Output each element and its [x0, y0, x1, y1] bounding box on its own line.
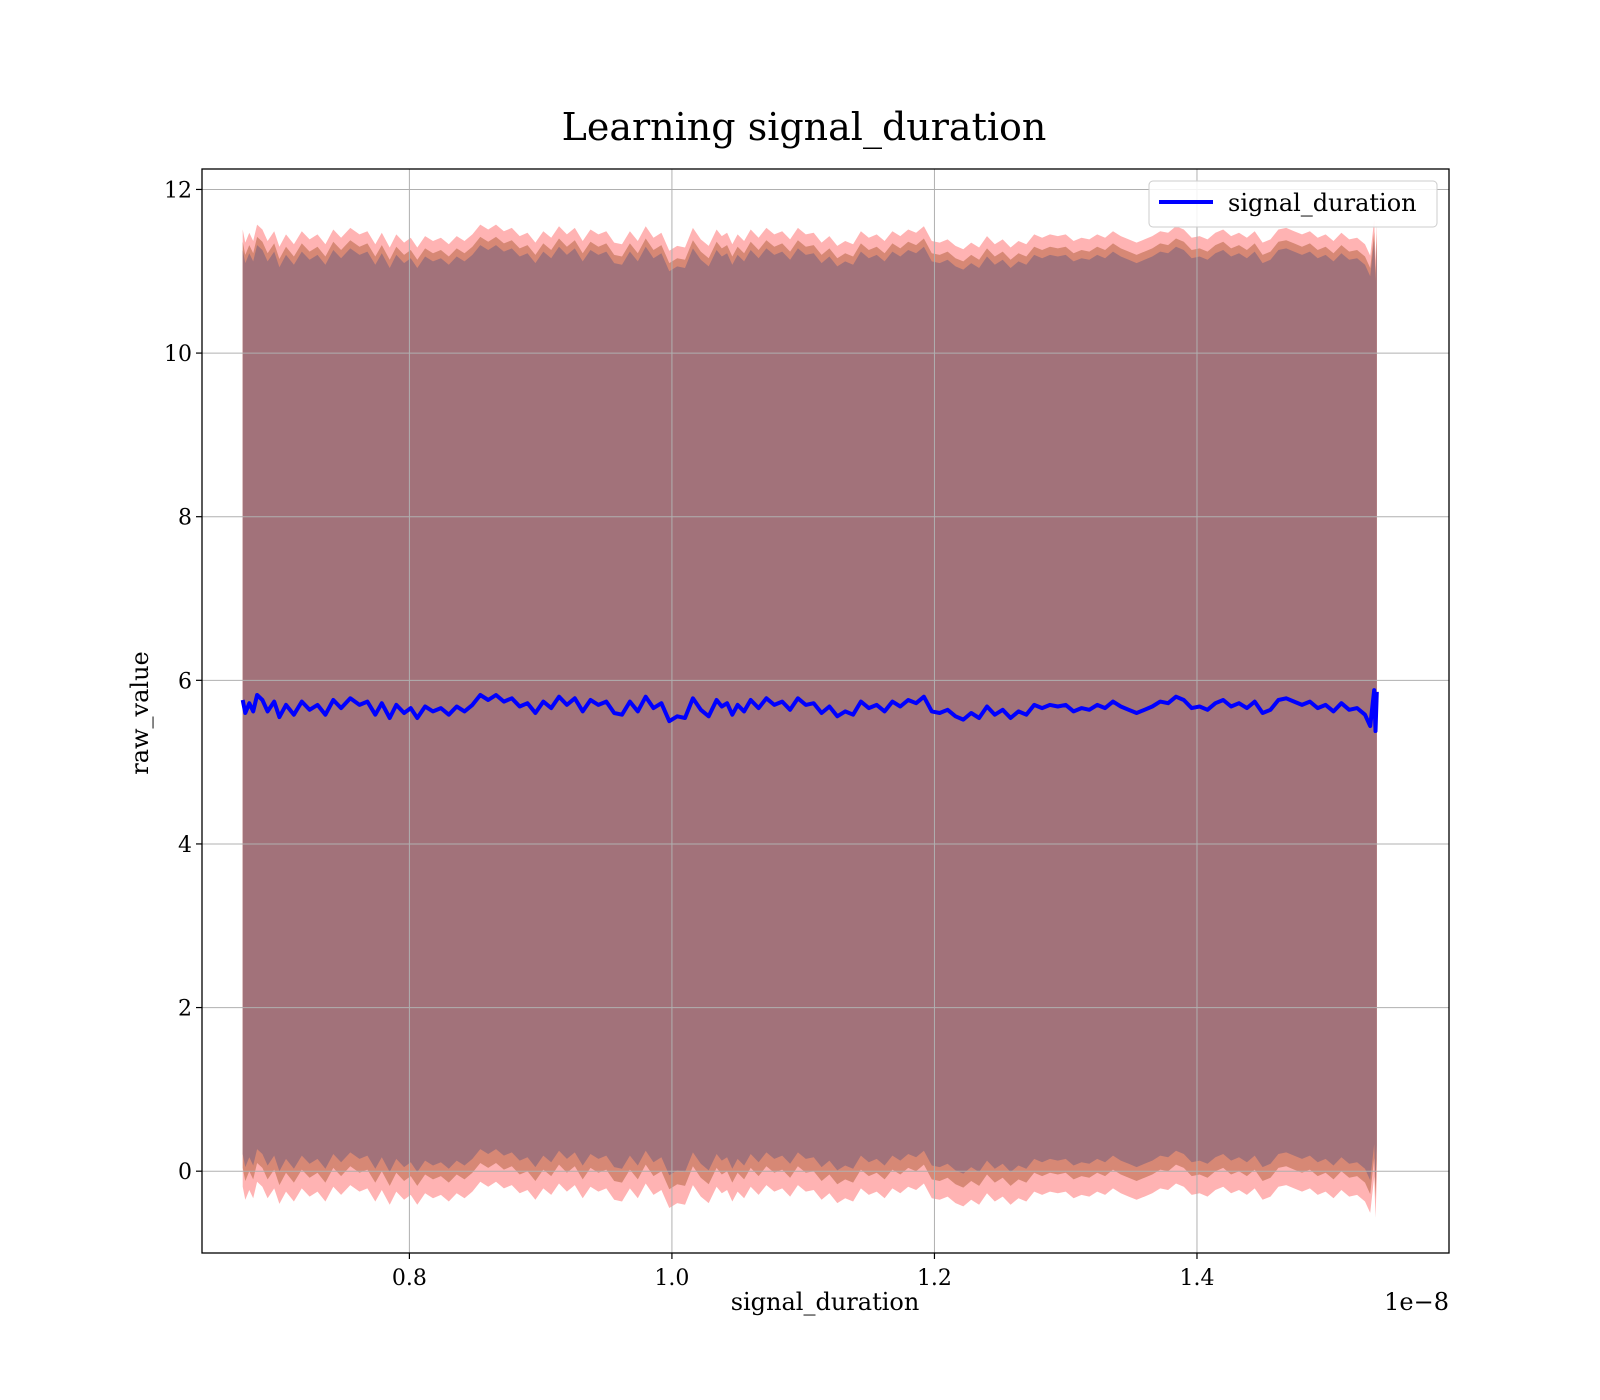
series-lines	[240, 688, 1379, 733]
x-axis-label: signal_duration	[731, 1288, 920, 1316]
legend-label: signal_duration	[1228, 189, 1417, 217]
legend-box	[1148, 180, 1438, 228]
x-tick-label: 1.2	[917, 1266, 952, 1291]
y-tick-label: 2	[178, 997, 192, 1022]
legend: signal_duration	[1148, 180, 1438, 228]
y-tick-label: 8	[178, 506, 192, 531]
x-tick-label: 0.8	[392, 1266, 427, 1291]
x-tick-label: 1.4	[1179, 1266, 1214, 1291]
plot-area	[202, 169, 1449, 1253]
series-line-signal-duration	[240, 688, 1379, 733]
y-axis-label: raw_value	[126, 651, 154, 775]
x-tick-label: 1.0	[654, 1266, 689, 1291]
x-offset-label: 1e−8	[1384, 1288, 1449, 1316]
chart-title: Learning signal_duration	[562, 105, 1047, 150]
y-tick-label: 4	[178, 833, 192, 858]
y-tick-label: 12	[164, 178, 192, 203]
plot-frame	[201, 168, 1450, 1254]
x-axis-ticks: 0.8 1.0 1.2 1.4	[392, 1253, 1214, 1291]
y-axis-ticks: 0 2 4 6 8 10 12	[164, 178, 202, 1185]
confidence-band-3	[242, 240, 1377, 1186]
y-tick-label: 10	[164, 342, 192, 367]
y-tick-label: 0	[178, 1160, 192, 1185]
confidence-bands	[242, 219, 1377, 1218]
y-tick-label: 6	[178, 669, 192, 694]
